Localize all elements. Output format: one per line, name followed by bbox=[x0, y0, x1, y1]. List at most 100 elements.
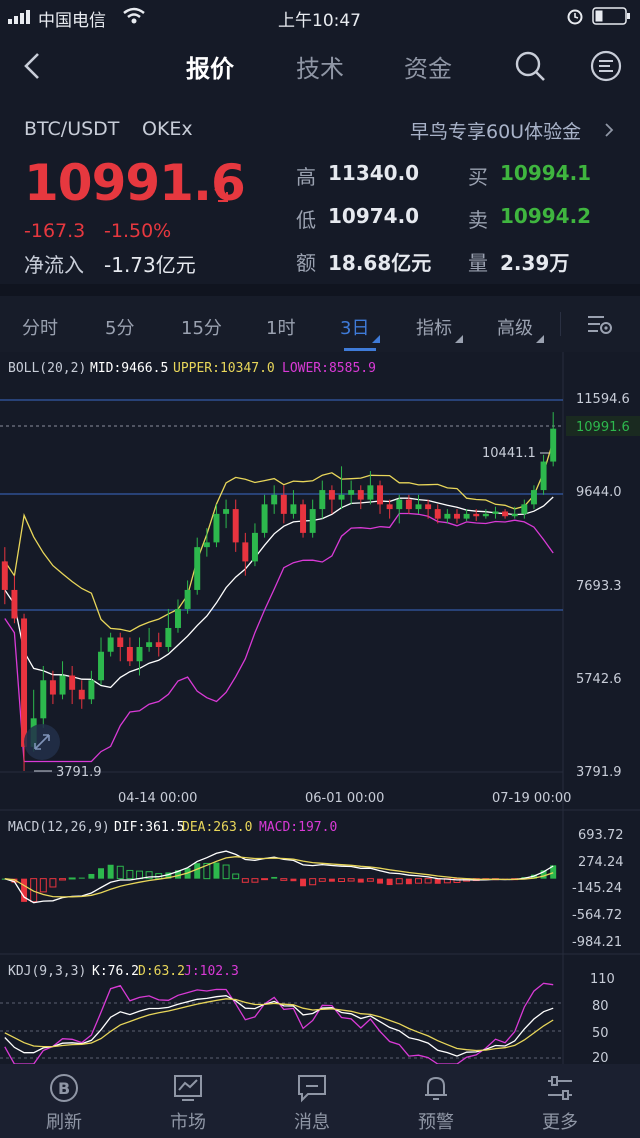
sell-value: 10994.2 bbox=[500, 204, 592, 228]
candle-body bbox=[357, 490, 364, 500]
price-axis-label: 9644.0 bbox=[576, 485, 622, 500]
boll-mid-line bbox=[4, 496, 554, 689]
candle-body bbox=[280, 494, 287, 514]
active-tab-indicator bbox=[344, 348, 376, 351]
macd-bar bbox=[59, 878, 67, 881]
search-icon[interactable] bbox=[514, 50, 546, 86]
chevron-right-icon[interactable] bbox=[604, 122, 614, 142]
kline-chart[interactable]: BOLL(20,2) MID:9466.5 UPPER:10347.0 LOWE… bbox=[0, 352, 640, 1066]
macd-bar bbox=[271, 876, 278, 879]
kdj-axis-label: 50 bbox=[592, 1026, 609, 1041]
candle-body bbox=[386, 504, 393, 510]
candle-body bbox=[261, 504, 268, 533]
candle-body bbox=[98, 651, 104, 681]
last-price-tag: 10991.6 bbox=[576, 420, 630, 435]
tab-technical[interactable]: 技术 bbox=[296, 55, 344, 83]
refresh-b-icon: B bbox=[48, 1072, 80, 1108]
nav-market[interactable]: 市场 bbox=[124, 1064, 252, 1138]
candle-body bbox=[165, 627, 172, 647]
kdj-axis-label: 80 bbox=[592, 999, 609, 1014]
candle-body bbox=[117, 637, 124, 647]
last-price-tag-bg bbox=[566, 416, 640, 436]
macd-bar bbox=[39, 878, 47, 893]
netflow-label: 净流入 bbox=[24, 253, 84, 277]
market-chart-icon bbox=[172, 1072, 204, 1108]
kdj-legend-name: KDJ(9,3,3) bbox=[8, 964, 86, 979]
amount-label: 额 bbox=[296, 251, 316, 275]
low-label: 低 bbox=[296, 208, 316, 232]
chart-settings-icon[interactable] bbox=[586, 313, 614, 339]
macd-bar bbox=[318, 878, 326, 882]
tf-indicators[interactable]: 指标 bbox=[416, 318, 452, 339]
boll-lines bbox=[4, 440, 554, 763]
candle-body bbox=[184, 589, 191, 609]
candle-body bbox=[377, 485, 383, 505]
top-nav-bar: 报价 技术 资金 bbox=[0, 32, 640, 98]
tf-advanced[interactable]: 高级 bbox=[497, 318, 533, 339]
alarm-icon bbox=[566, 7, 584, 30]
tab-quote[interactable]: 报价 bbox=[186, 55, 234, 83]
candle-body bbox=[367, 485, 374, 500]
macd-bar bbox=[328, 878, 335, 882]
macd-bar bbox=[357, 878, 364, 883]
volume-value: 2.39万 bbox=[500, 251, 570, 275]
candle-body bbox=[482, 513, 489, 517]
last-price: 10991.6 bbox=[24, 154, 246, 212]
nav-label: 市场 bbox=[170, 1112, 206, 1133]
bell-icon bbox=[420, 1072, 452, 1108]
candle-body bbox=[223, 509, 230, 514]
promo-link[interactable]: 早鸟专享60U体验金 bbox=[410, 121, 582, 143]
candle-body bbox=[492, 511, 499, 514]
candle-body bbox=[396, 499, 403, 510]
caret-icon bbox=[536, 328, 544, 347]
macd-axis-label: 274.24 bbox=[578, 855, 624, 870]
macd-axis-label: -564.72 bbox=[572, 908, 622, 923]
macd-bar bbox=[453, 878, 461, 884]
macd-bar bbox=[338, 878, 346, 883]
sell-label: 卖 bbox=[468, 208, 488, 232]
back-icon[interactable] bbox=[22, 52, 42, 84]
boll-upper-line bbox=[4, 440, 554, 633]
high-label: 高 bbox=[296, 165, 316, 189]
more-sliders-icon bbox=[544, 1072, 576, 1108]
tf-1hour[interactable]: 1时 bbox=[266, 318, 296, 339]
macd-bar bbox=[232, 873, 240, 880]
macd-legend-macd: MACD:197.0 bbox=[259, 820, 337, 835]
candle-body bbox=[521, 504, 528, 514]
macd-bar bbox=[126, 869, 134, 880]
boll-legend-upper: UPPER:10347.0 bbox=[173, 361, 275, 376]
tf-3day[interactable]: 3日 bbox=[340, 318, 370, 339]
nav-messages[interactable]: 消息 bbox=[248, 1064, 376, 1138]
low-value: 10974.0 bbox=[328, 204, 420, 228]
kdj-legend-d: D:63.2 bbox=[138, 964, 185, 979]
candle-body bbox=[69, 675, 76, 690]
price-change-pct: -1.50% bbox=[104, 220, 172, 242]
candle-body bbox=[107, 637, 114, 652]
macd-bar bbox=[540, 870, 547, 879]
tab-funds[interactable]: 资金 bbox=[404, 55, 452, 83]
tf-timeshare[interactable]: 分时 bbox=[22, 318, 58, 339]
nav-label: 刷新 bbox=[46, 1112, 82, 1133]
macd-bar bbox=[550, 865, 557, 879]
nav-alerts[interactable]: 预警 bbox=[372, 1064, 500, 1138]
chart-area[interactable]: BOLL(20,2) MID:9466.5 UPPER:10347.0 LOWE… bbox=[0, 352, 640, 1066]
candle-body bbox=[88, 680, 95, 700]
nav-more[interactable]: 更多 bbox=[496, 1064, 624, 1138]
tf-5min[interactable]: 5分 bbox=[105, 318, 135, 339]
macd-axis-label: -145.24 bbox=[572, 881, 622, 896]
caret-icon bbox=[455, 328, 463, 347]
pair-name: BTC/USDT bbox=[24, 118, 120, 140]
carrier-label: 中国电信 bbox=[38, 11, 106, 31]
macd-bar bbox=[11, 878, 18, 883]
macd-bar bbox=[395, 878, 403, 885]
macd-panel bbox=[1, 850, 557, 904]
nav-refresh[interactable]: B 刷新 bbox=[0, 1064, 128, 1138]
menu-circle-icon[interactable] bbox=[590, 50, 622, 86]
candle-body bbox=[425, 504, 432, 510]
macd-bar bbox=[434, 878, 441, 884]
signal-icon bbox=[8, 9, 32, 29]
macd-bar bbox=[145, 871, 153, 880]
timeframe-bar: 分时 5分 15分 1时 3日 指标 高级 bbox=[0, 296, 640, 352]
tf-15min[interactable]: 15分 bbox=[181, 318, 222, 339]
macd-bar bbox=[88, 873, 95, 879]
